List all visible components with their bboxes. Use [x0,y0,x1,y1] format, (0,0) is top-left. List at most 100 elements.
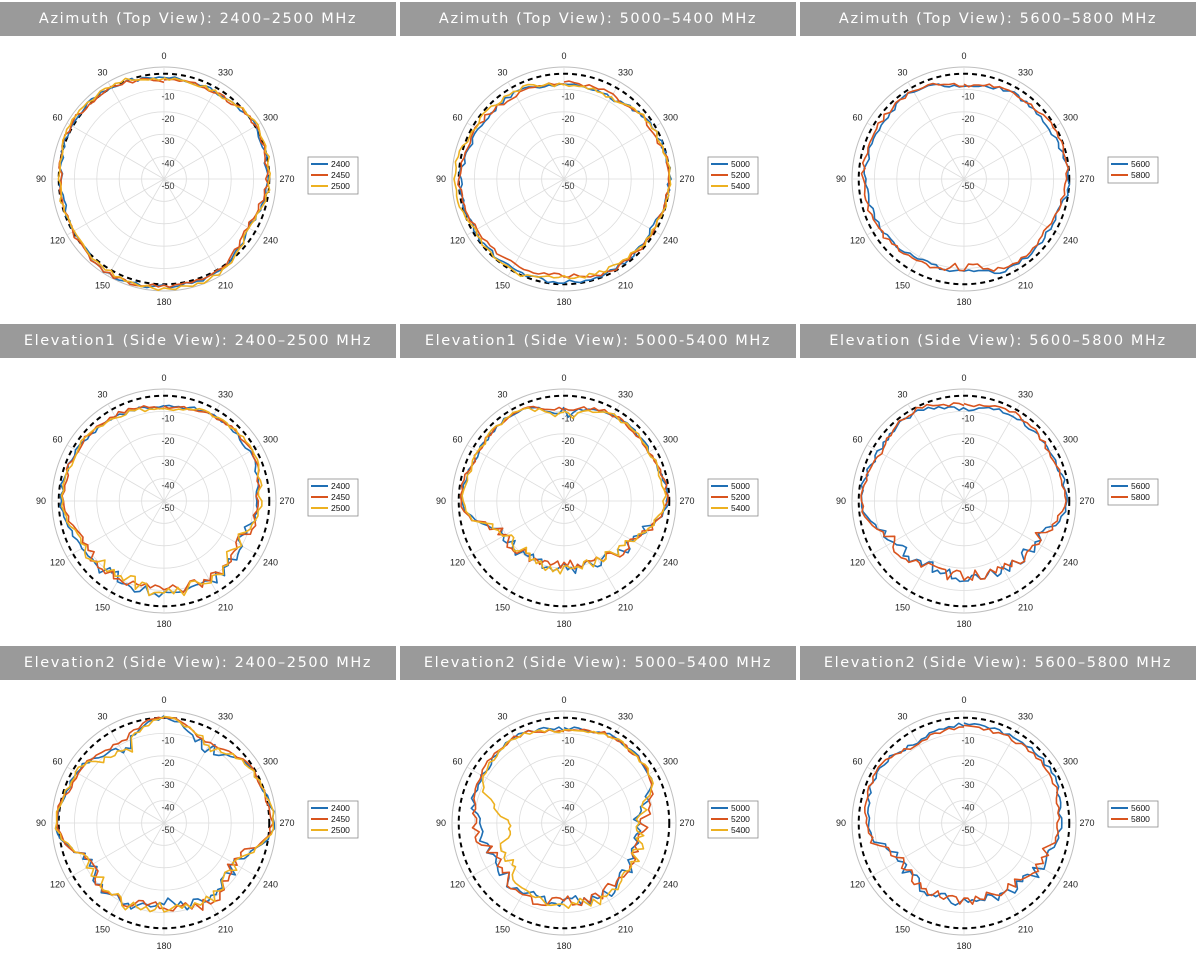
chart-title: Elevation1 (Side View): 2400–2500 MHz [0,324,396,358]
grid-spoke [107,822,165,921]
radial-tick-label: -20 [961,114,974,124]
angle-tick-label: 330 [618,711,633,721]
grid-spoke [563,822,621,921]
chart-panel: Azimuth (Top View): 5000–5400 MHz 0 30 60 90… [400,2,800,325]
grid-spoke [907,822,965,921]
angle-tick-label: 300 [263,113,278,123]
chart-title: Elevation2 (Side View): 5000–5400 MHz [400,646,796,680]
grid-spoke [563,500,662,558]
angle-tick-label: 0 [561,373,566,383]
grid-spoke [907,81,965,180]
grid-spoke [163,81,221,180]
legend-entry: 2500 [331,181,350,191]
angle-tick-label: 300 [263,435,278,445]
legend-box [1107,478,1159,506]
angle-tick-label: 0 [961,373,966,383]
grid-spoke [163,178,221,277]
reference-circle [457,394,671,608]
angle-tick-label: 210 [618,925,633,935]
angle-tick-label: 180 [156,619,171,629]
legend-box [1107,156,1159,184]
grid-spoke [907,725,965,824]
chart-panel: Elevation (Side View): 5600–5800 MHz 0 30 6… [800,324,1200,647]
grid-spoke [963,444,1062,502]
grid-spoke [507,81,565,180]
radial-tick-label: -50 [961,503,974,513]
angle-tick-label: 90 [36,496,46,506]
angle-tick-label: 180 [956,619,971,629]
series-trace [481,728,654,909]
legend-entry: 2400 [331,159,350,169]
angle-tick-label: 60 [452,113,462,123]
angle-tick-label: 150 [895,603,910,613]
angle-tick-label: 270 [679,818,694,828]
grid-spoke [963,500,1062,558]
angle-tick-label: 180 [156,941,171,951]
radial-tick-label: -50 [561,181,574,191]
grid-spoke [563,122,662,180]
angle-tick-label: 210 [218,281,233,291]
legend-entry: 5600 [1131,159,1150,169]
legend-entry: 5200 [731,492,750,502]
angle-tick-label: 240 [263,558,278,568]
angle-tick-label: 30 [97,389,107,399]
radial-tick-label: -30 [161,136,174,146]
chart-panel: Elevation1 (Side View): 5000-5400 MHz 0 30… [400,324,800,647]
angle-tick-label: 90 [836,496,846,506]
angle-tick-label: 30 [897,711,907,721]
series-trace [58,77,270,288]
angle-tick-label: 330 [618,67,633,77]
chart-title: Elevation2 (Side View): 5600–5800 MHz [800,646,1196,680]
grid-spoke [163,822,221,921]
grid-spoke [963,81,1021,180]
angle-tick-label: 60 [852,113,862,123]
angle-tick-label: 240 [263,880,278,890]
legend-entry: 5400 [731,825,750,835]
legend-entry: 5800 [1131,814,1150,824]
grid-spoke [107,403,165,502]
polar-plot: 0 30 60 90 120 150 180 210 240 270 300 330 -10 -20 -30… [436,51,759,307]
grid-spoke [507,178,565,277]
angle-tick-label: 300 [263,757,278,767]
polar-plot: 0 30 60 90 120 150 180 210 240 270 300 330 -10 -20 -30… [436,373,759,629]
angle-tick-label: 300 [1063,435,1078,445]
angle-tick-label: 300 [663,435,678,445]
angle-tick-label: 210 [618,281,633,291]
grid-spoke [563,444,662,502]
angle-tick-label: 120 [850,558,865,568]
angle-tick-label: 60 [452,757,462,767]
angle-tick-label: 0 [161,51,166,61]
grid-spoke [163,766,262,824]
angle-tick-label: 30 [497,67,507,77]
radial-tick-label: -10 [561,91,574,101]
legend-entry: 2450 [331,170,350,180]
legend-entry: 5600 [1131,481,1150,491]
angle-tick-label: 180 [956,297,971,307]
angle-tick-label: 120 [450,558,465,568]
grid-spoke [907,178,965,277]
radial-tick-label: -20 [961,758,974,768]
angle-tick-label: 120 [50,236,65,246]
grid-spoke [963,766,1062,824]
radial-tick-label: -20 [561,114,574,124]
radial-tick-label: -40 [961,803,974,813]
radial-tick-label: -20 [161,758,174,768]
chart-title: Azimuth (Top View): 5600–5800 MHz [800,2,1196,36]
angle-tick-label: 90 [836,818,846,828]
angle-tick-label: 270 [279,496,294,506]
radial-tick-label: -50 [161,825,174,835]
chart-panel: Elevation2 (Side View): 2400–2500 MHz 0 30… [0,646,400,969]
series-trace [453,82,672,280]
radial-tick-label: -30 [561,136,574,146]
angle-tick-label: 330 [618,389,633,399]
radial-tick-label: -20 [961,436,974,446]
angle-tick-label: 30 [897,67,907,77]
angle-tick-label: 0 [961,695,966,705]
chart-panel: Azimuth (Top View): 2400–2500 MHz 0 30 60 90… [0,2,400,325]
radial-tick-label: -50 [961,825,974,835]
angle-tick-label: 90 [36,174,46,184]
angle-tick-label: 120 [450,236,465,246]
reference-circle [57,394,271,608]
grid-spoke [66,822,165,880]
reference-circle [457,716,671,930]
